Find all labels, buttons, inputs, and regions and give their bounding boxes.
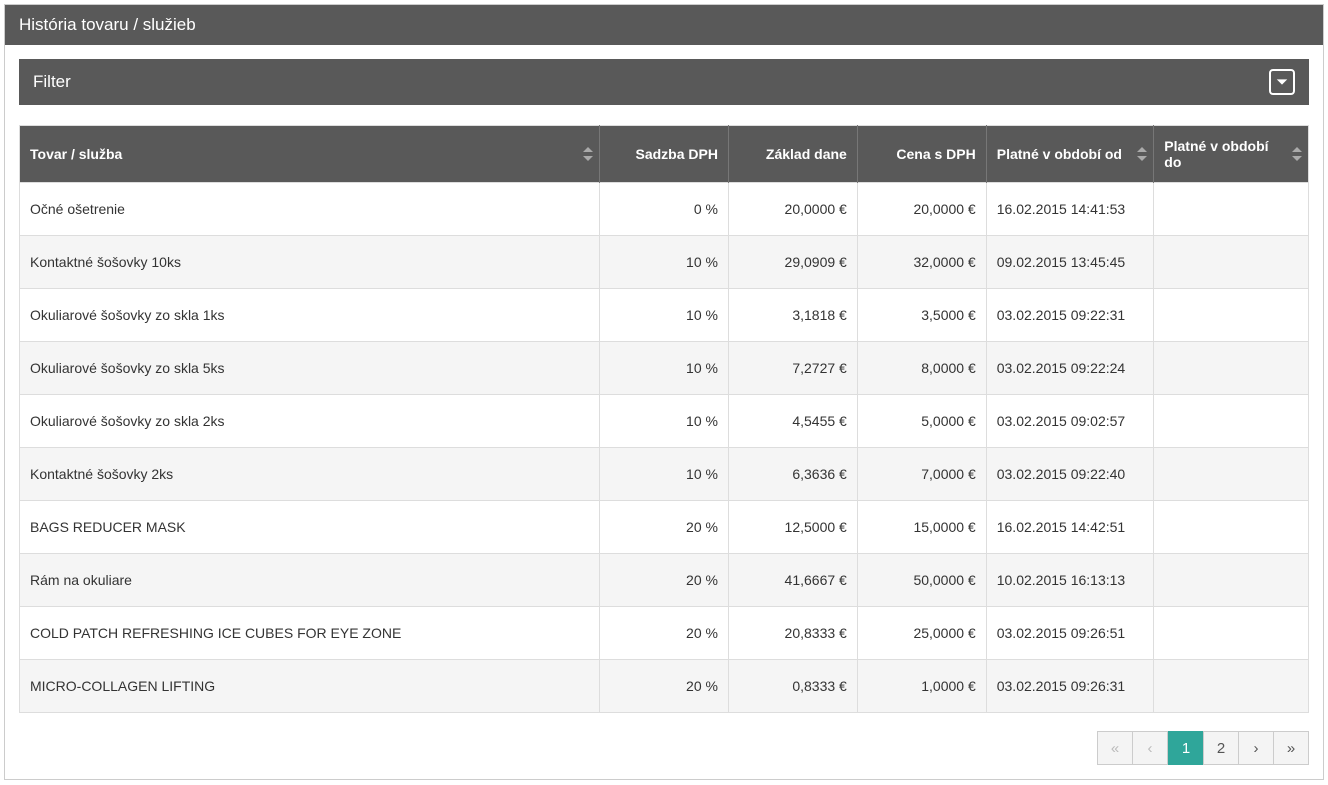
- page-prev-button[interactable]: ‹: [1132, 731, 1168, 765]
- cell-name: Okuliarové šošovky zo skla 5ks: [20, 342, 600, 395]
- filter-bar: Filter: [19, 59, 1309, 105]
- cell-name: Okuliarové šošovky zo skla 1ks: [20, 289, 600, 342]
- page-number-button[interactable]: 1: [1168, 731, 1204, 765]
- cell-to: [1154, 183, 1309, 236]
- filter-label: Filter: [33, 72, 71, 92]
- cell-base: 7,2727 €: [728, 342, 857, 395]
- cell-to: [1154, 554, 1309, 607]
- cell-name: BAGS REDUCER MASK: [20, 501, 600, 554]
- cell-price: 3,5000 €: [857, 289, 986, 342]
- table-row: COLD PATCH REFRESHING ICE CUBES FOR EYE …: [20, 607, 1309, 660]
- cell-price: 15,0000 €: [857, 501, 986, 554]
- cell-to: [1154, 236, 1309, 289]
- cell-base: 29,0909 €: [728, 236, 857, 289]
- table-row: Okuliarové šošovky zo skla 2ks10 %4,5455…: [20, 395, 1309, 448]
- cell-vat: 20 %: [600, 501, 729, 554]
- cell-vat: 10 %: [600, 395, 729, 448]
- cell-base: 4,5455 €: [728, 395, 857, 448]
- table-row: Rám na okuliare20 %41,6667 €50,0000 €10.…: [20, 554, 1309, 607]
- table-row: Okuliarové šošovky zo skla 5ks10 %7,2727…: [20, 342, 1309, 395]
- col-header-to-label: Platné v období do: [1164, 138, 1268, 170]
- cell-vat: 20 %: [600, 660, 729, 713]
- cell-vat: 10 %: [600, 289, 729, 342]
- history-table: Tovar / služba Sadzba DPH Základ dane Ce…: [19, 125, 1309, 713]
- cell-name: MICRO-COLLAGEN LIFTING: [20, 660, 600, 713]
- cell-name: COLD PATCH REFRESHING ICE CUBES FOR EYE …: [20, 607, 600, 660]
- table-row: Okuliarové šošovky zo skla 1ks10 %3,1818…: [20, 289, 1309, 342]
- cell-to: [1154, 660, 1309, 713]
- cell-from: 03.02.2015 09:22:31: [986, 289, 1154, 342]
- cell-vat: 20 %: [600, 607, 729, 660]
- cell-price: 7,0000 €: [857, 448, 986, 501]
- cell-from: 03.02.2015 09:26:51: [986, 607, 1154, 660]
- cell-price: 8,0000 €: [857, 342, 986, 395]
- cell-name: Rám na okuliare: [20, 554, 600, 607]
- cell-price: 32,0000 €: [857, 236, 986, 289]
- cell-base: 3,1818 €: [728, 289, 857, 342]
- cell-name: Kontaktné šošovky 2ks: [20, 448, 600, 501]
- panel-title: História tovaru / služieb: [5, 5, 1323, 45]
- col-header-name-label: Tovar / služba: [30, 146, 122, 162]
- cell-price: 1,0000 €: [857, 660, 986, 713]
- col-header-from-label: Platné v období od: [997, 146, 1122, 162]
- table-body: Očné ošetrenie0 %20,0000 €20,0000 €16.02…: [20, 183, 1309, 713]
- cell-price: 50,0000 €: [857, 554, 986, 607]
- cell-from: 16.02.2015 14:42:51: [986, 501, 1154, 554]
- cell-from: 03.02.2015 09:26:31: [986, 660, 1154, 713]
- col-header-vat[interactable]: Sadzba DPH: [600, 126, 729, 183]
- cell-name: Očné ošetrenie: [20, 183, 600, 236]
- col-header-from[interactable]: Platné v období od: [986, 126, 1154, 183]
- cell-to: [1154, 289, 1309, 342]
- cell-to: [1154, 395, 1309, 448]
- cell-name: Kontaktné šošovky 10ks: [20, 236, 600, 289]
- cell-base: 20,0000 €: [728, 183, 857, 236]
- page-next-button[interactable]: ›: [1238, 731, 1274, 765]
- sort-icon: [583, 147, 593, 161]
- filter-toggle-button[interactable]: [1269, 69, 1295, 95]
- cell-base: 6,3636 €: [728, 448, 857, 501]
- page-last-button[interactable]: »: [1273, 731, 1309, 765]
- table-row: BAGS REDUCER MASK20 %12,5000 €15,0000 €1…: [20, 501, 1309, 554]
- cell-base: 20,8333 €: [728, 607, 857, 660]
- sort-icon: [1292, 147, 1302, 161]
- cell-to: [1154, 501, 1309, 554]
- page-number-button[interactable]: 2: [1203, 731, 1239, 765]
- cell-base: 12,5000 €: [728, 501, 857, 554]
- cell-vat: 10 %: [600, 236, 729, 289]
- page-first-button[interactable]: «: [1097, 731, 1133, 765]
- cell-vat: 10 %: [600, 448, 729, 501]
- cell-name: Okuliarové šošovky zo skla 2ks: [20, 395, 600, 448]
- cell-price: 20,0000 €: [857, 183, 986, 236]
- cell-from: 09.02.2015 13:45:45: [986, 236, 1154, 289]
- cell-base: 41,6667 €: [728, 554, 857, 607]
- cell-from: 03.02.2015 09:02:57: [986, 395, 1154, 448]
- table-row: Kontaktné šošovky 10ks10 %29,0909 €32,00…: [20, 236, 1309, 289]
- cell-to: [1154, 607, 1309, 660]
- col-header-base[interactable]: Základ dane: [728, 126, 857, 183]
- pagination: « ‹ 12 › »: [19, 731, 1309, 765]
- cell-from: 03.02.2015 09:22:24: [986, 342, 1154, 395]
- cell-price: 5,0000 €: [857, 395, 986, 448]
- cell-to: [1154, 342, 1309, 395]
- panel-body: Filter Tovar / služba Sadzba DPH Základ …: [5, 45, 1323, 779]
- table-row: MICRO-COLLAGEN LIFTING20 %0,8333 €1,0000…: [20, 660, 1309, 713]
- sort-icon: [1137, 147, 1147, 161]
- cell-from: 16.02.2015 14:41:53: [986, 183, 1154, 236]
- chevron-down-icon: [1275, 75, 1289, 89]
- cell-base: 0,8333 €: [728, 660, 857, 713]
- col-header-name[interactable]: Tovar / služba: [20, 126, 600, 183]
- table-header-row: Tovar / služba Sadzba DPH Základ dane Ce…: [20, 126, 1309, 183]
- cell-vat: 20 %: [600, 554, 729, 607]
- col-header-price[interactable]: Cena s DPH: [857, 126, 986, 183]
- table-row: Kontaktné šošovky 2ks10 %6,3636 €7,0000 …: [20, 448, 1309, 501]
- cell-from: 10.02.2015 16:13:13: [986, 554, 1154, 607]
- cell-vat: 10 %: [600, 342, 729, 395]
- history-panel: História tovaru / služieb Filter Tovar /…: [4, 4, 1324, 780]
- cell-to: [1154, 448, 1309, 501]
- table-row: Očné ošetrenie0 %20,0000 €20,0000 €16.02…: [20, 183, 1309, 236]
- cell-from: 03.02.2015 09:22:40: [986, 448, 1154, 501]
- cell-price: 25,0000 €: [857, 607, 986, 660]
- col-header-to[interactable]: Platné v období do: [1154, 126, 1309, 183]
- cell-vat: 0 %: [600, 183, 729, 236]
